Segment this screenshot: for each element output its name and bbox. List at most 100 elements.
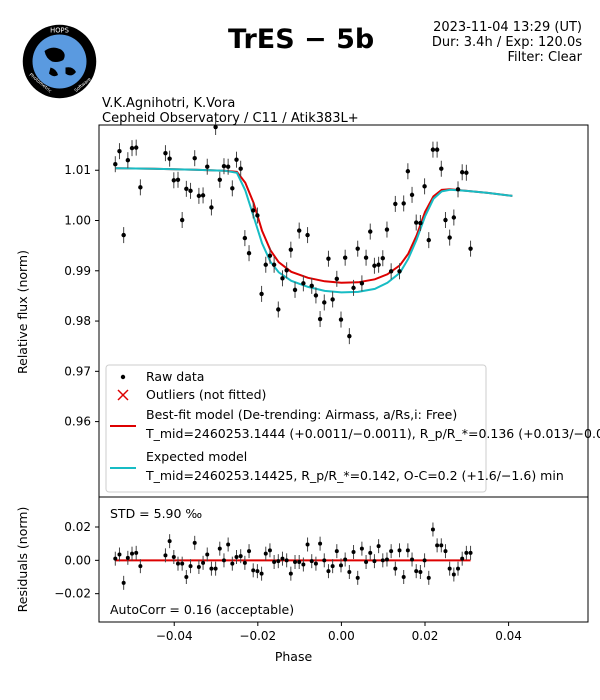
logo-top-text: HOPS (50, 26, 69, 34)
legend-expected-label: Expected model (146, 449, 247, 464)
data-point (171, 178, 177, 183)
residual-point (460, 556, 465, 561)
residual-point (397, 548, 402, 553)
residual-point (430, 527, 435, 532)
residual-point (355, 575, 360, 580)
residual-point (297, 560, 302, 564)
data-point (242, 235, 248, 241)
data-point (451, 215, 457, 220)
filter-label: Filter: Clear (507, 50, 582, 65)
legend: Raw data Outliers (not fitted) Best-fit mo… (105, 364, 600, 493)
data-point (317, 316, 323, 322)
data-point (347, 333, 352, 339)
data-point (372, 263, 377, 268)
y-tick-label: 0.98 (64, 314, 91, 328)
residual-point (284, 558, 289, 563)
data-point (313, 293, 319, 298)
data-point (334, 276, 340, 282)
data-point (363, 255, 369, 260)
data-point (309, 283, 314, 289)
data-point (414, 220, 419, 225)
data-point (439, 166, 444, 171)
y-tick-label: 0.97 (64, 364, 91, 378)
residual-point (359, 546, 364, 551)
data-point (263, 262, 268, 267)
residual-point (380, 558, 385, 563)
data-point (368, 229, 373, 234)
y-tick-label: 0.00 (64, 553, 91, 567)
residual-point (134, 550, 139, 555)
data-point (384, 227, 390, 232)
residuals-frame (98, 496, 589, 623)
data-point (179, 217, 185, 223)
x-axis-label: Phase (275, 649, 313, 664)
residual-point (188, 564, 193, 569)
data-point (205, 164, 210, 169)
data-point (326, 256, 331, 261)
residual-point (209, 566, 214, 571)
x-tick-label: 0.04 (495, 629, 522, 643)
residual-point (121, 580, 126, 585)
x-tick-label: −0.02 (239, 629, 276, 643)
data-point (175, 177, 181, 182)
data-point (138, 185, 143, 190)
residual-point (226, 542, 231, 547)
observers-label: V.K.Agnihotri, K.Vora (102, 96, 236, 111)
data-point (342, 255, 348, 260)
residual-point (372, 559, 377, 564)
data-point (455, 187, 461, 192)
residual-point (205, 552, 210, 557)
observation-datetime: 2023-11-04 13:29 (UT) (433, 20, 582, 35)
data-point (163, 150, 168, 156)
residual-point (293, 560, 298, 564)
residual-point (338, 563, 343, 568)
bestfit-model-line (115, 167, 513, 284)
legend-raw-label: Raw data (146, 369, 204, 384)
data-point (221, 164, 227, 169)
residual-point (435, 543, 440, 548)
target-title: TrES − 5b (228, 24, 375, 55)
residual-point (343, 557, 348, 562)
residual-point (309, 559, 314, 564)
residual-point (318, 541, 323, 546)
residual-point (347, 570, 352, 574)
residual-point (414, 569, 419, 574)
residual-point (326, 569, 331, 574)
data-point (380, 256, 385, 261)
data-point (133, 145, 139, 150)
residual-point (130, 551, 135, 556)
data-point (376, 262, 381, 267)
data-point (259, 291, 264, 297)
residual-point (410, 557, 415, 562)
data-point (418, 220, 423, 226)
residual-point (405, 548, 410, 553)
residual-point (288, 571, 293, 576)
data-point (113, 162, 118, 167)
data-point (443, 217, 448, 223)
legend-bestfit-label: Best-fit model (De-trending: Airmass, a/… (146, 407, 457, 422)
y-tick-label: −0.02 (54, 587, 91, 601)
residual-point (125, 555, 130, 560)
y-tick-label: 0.02 (64, 520, 91, 534)
y-tick-label: 1.01 (64, 163, 91, 177)
data-point (426, 237, 431, 243)
legend-raw-marker (120, 374, 126, 380)
data-point (188, 188, 193, 194)
data-point (355, 246, 360, 251)
residual-point (443, 549, 448, 554)
residual-point (418, 570, 423, 574)
residual-point (201, 560, 206, 565)
data-point (359, 281, 365, 286)
data-point (200, 193, 206, 198)
residual-point (167, 539, 172, 544)
std-label: STD = 5.90 ‰ (110, 506, 202, 521)
data-point (255, 213, 260, 218)
expected-model-line (115, 167, 513, 294)
data-point (246, 250, 252, 256)
residuals-panel: −0.02 0.00 0.02 Residuals (norm) −0.04 −0.02 0… (15, 496, 589, 664)
data-point (276, 307, 281, 312)
residual-point (351, 550, 356, 554)
y-tick-label: 0.99 (64, 264, 91, 278)
data-point (397, 269, 402, 274)
y-axis-label: Relative flux (norm) (15, 250, 30, 374)
